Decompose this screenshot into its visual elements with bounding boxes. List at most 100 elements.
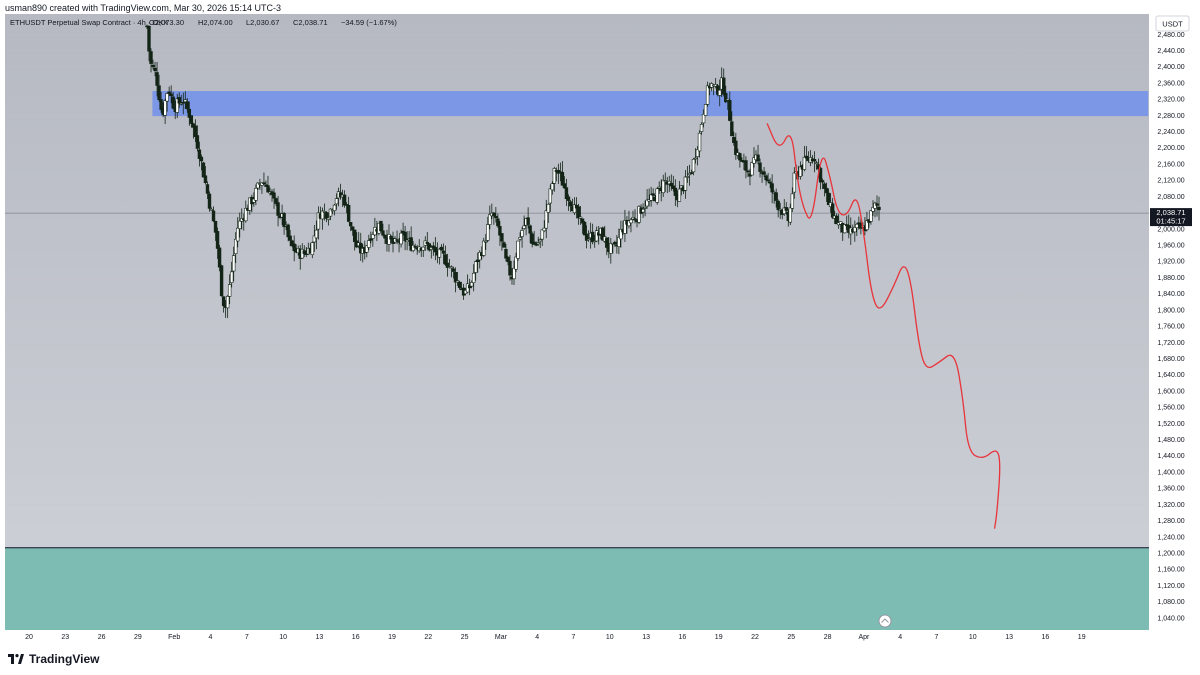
candle [701,109,706,128]
candle [520,227,524,248]
candle [234,232,238,264]
price-tick-label: 2,360.00 [1157,80,1184,87]
candle [482,237,486,258]
candle-body [613,241,617,245]
tradingview-logo-text: TradingView [29,652,100,666]
candle [564,178,569,206]
candle-body [244,207,248,222]
candle [346,196,351,223]
candle-body [671,185,676,189]
price-tick-label: 2,120.00 [1157,178,1184,185]
candle [572,197,577,216]
candle-body [802,156,807,170]
candle-body [225,296,230,309]
candle-body [631,217,635,220]
currency-button[interactable]: USDT [1155,15,1190,32]
candle [586,230,591,242]
candle [502,241,506,248]
candle [518,232,522,242]
price-axis-panel[interactable] [1149,14,1194,644]
candle-body [371,234,375,239]
candle-body [492,212,496,217]
candle [695,145,700,166]
candles-layer [145,24,881,319]
candle-body [322,211,327,213]
price-tick-label: 2,160.00 [1157,161,1184,168]
candle-body [221,296,226,307]
time-tick-label: Feb [168,634,180,641]
candle [631,210,635,220]
candle-body [546,204,550,213]
candle [762,166,766,177]
candle-body [292,243,296,252]
candle-body [592,240,597,243]
candle-body [758,162,762,172]
candle-body [649,194,653,201]
price-tick-label: 2,280.00 [1157,113,1184,120]
candle [201,161,206,178]
candle-body [288,235,292,241]
candle-body [718,89,722,96]
candle-body [629,219,633,224]
candle-body [215,231,220,249]
candle [147,25,151,62]
candle [830,198,835,219]
candle [238,212,242,238]
candle [822,182,827,197]
time-axis-panel[interactable] [5,630,1149,644]
candle [661,174,665,197]
created-by-caption: usman890 created with TradingView.com, M… [5,3,281,13]
candle-body [705,85,710,105]
candle [203,166,208,185]
candle-body [411,245,415,251]
candle [590,223,595,245]
candle-body [441,250,446,254]
time-tick-label: 13 [642,634,650,641]
candle [177,92,181,109]
candle [506,256,510,266]
price-tick-label: 1,080.00 [1157,599,1184,606]
candle-body [843,224,847,234]
goto-realtime-icon[interactable] [878,614,892,628]
candle-body [433,247,438,253]
time-tick-label: 26 [98,634,106,641]
candle [342,190,347,208]
candle [728,91,732,122]
candle [274,197,278,206]
candle [371,231,375,247]
candle [348,222,353,232]
candle [183,91,187,110]
tradingview-logo[interactable]: TradingView [8,652,99,666]
candle-body [332,204,337,212]
candle [643,200,647,217]
candle [687,164,692,186]
candle [195,125,200,152]
ohlc-close: C2,038.71 [293,18,328,27]
candle-body [790,193,795,209]
price-tick-label: 1,960.00 [1157,243,1184,250]
candle [189,115,194,128]
time-tick-label: 16 [1042,634,1050,641]
candle [244,200,248,223]
candle [683,169,688,199]
candle [328,208,333,221]
candle [433,237,438,261]
candle-body [342,194,347,206]
candle [548,184,553,212]
time-tick-label: 19 [1078,634,1086,641]
symbol-name: ETHUSDT Perpetual Swap Contract · 4h · O… [10,18,168,27]
candle-body [439,246,444,251]
candle-body [572,204,577,213]
candle-body [657,186,661,189]
candle [310,241,315,259]
candle-body [627,220,631,227]
candle [276,195,280,227]
candle [873,201,877,218]
candle-body [623,220,627,234]
candle-body [437,248,442,258]
candle [839,221,843,233]
candle [302,245,306,258]
candle [443,245,448,266]
candle [766,172,770,184]
price-chart[interactable]: 1,040.00 1,080.00 1,120.00 1,160.00 1,200.00… [5,14,1194,644]
